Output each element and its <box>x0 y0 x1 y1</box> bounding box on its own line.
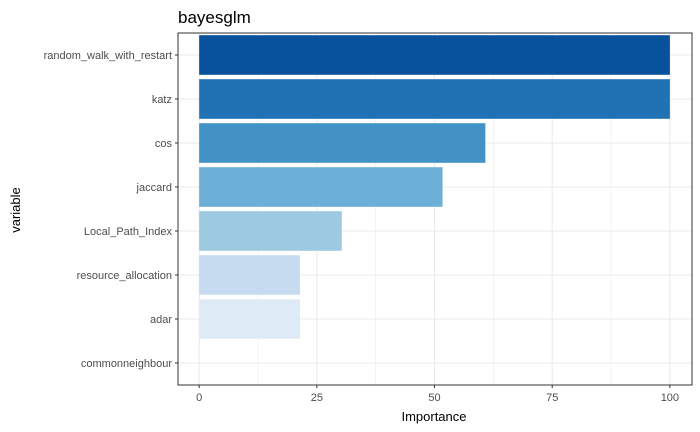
bar-adar <box>199 299 300 339</box>
bars <box>199 35 670 339</box>
x-tick-label: 100 <box>661 392 679 404</box>
y-tick-label: jaccard <box>136 182 172 194</box>
bar-katz <box>199 79 670 119</box>
x-tick-label: 25 <box>311 392 323 404</box>
chart-title: bayesglm <box>178 8 251 27</box>
y-tick-label: resource_allocation <box>77 270 172 282</box>
x-tick-label: 75 <box>546 392 558 404</box>
y-axis-title: variable <box>8 187 23 233</box>
x-tick-labels: 0 25 50 75 100 <box>196 385 679 404</box>
y-tick-label: adar <box>150 314 172 326</box>
bar-jaccard <box>199 167 443 207</box>
x-tick-label: 0 <box>196 392 202 404</box>
x-axis-title: Importance <box>401 409 466 424</box>
bar-random-walk-with-restart <box>199 35 670 75</box>
y-tick-label: random_walk_with_restart <box>44 50 172 62</box>
bar-resource-allocation <box>199 255 300 295</box>
y-tick-label: katz <box>152 94 172 106</box>
y-tick-label: commonneighbour <box>81 358 172 370</box>
y-tick-label: Local_Path_Index <box>84 226 173 238</box>
bar-local-path-index <box>199 211 342 251</box>
bar-cos <box>199 123 486 163</box>
x-tick-label: 50 <box>428 392 440 404</box>
y-tick-label: cos <box>155 138 173 150</box>
